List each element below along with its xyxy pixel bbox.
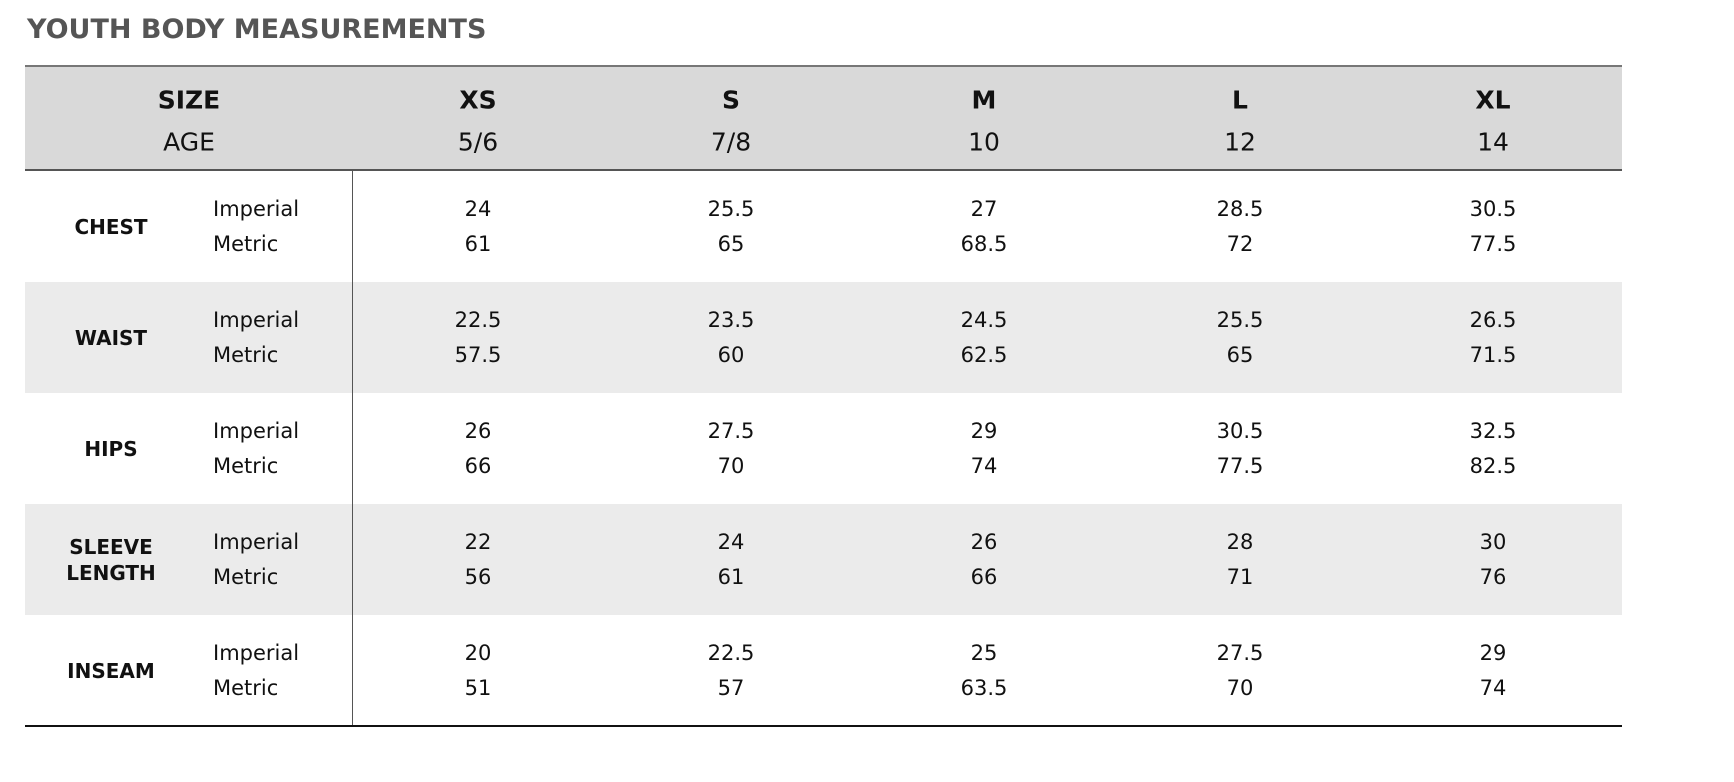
cell: 24.5	[960, 307, 1008, 332]
cell: 24	[717, 529, 745, 554]
cell: 32.5	[1469, 418, 1517, 443]
cell: 22	[464, 529, 492, 554]
cell: 22.5	[707, 640, 755, 665]
row-label: INSEAM	[67, 658, 155, 683]
unit-label: Metric	[213, 564, 279, 589]
cell: 71	[1226, 564, 1254, 589]
cell: 22.5	[454, 307, 502, 332]
cell: 25.5	[1216, 307, 1264, 332]
cell: 25.5	[707, 196, 755, 221]
age-label: AGE	[163, 127, 215, 157]
size: XL	[1475, 85, 1511, 115]
size: XS	[459, 85, 497, 115]
cell: 27	[970, 196, 998, 221]
row-label: CHEST	[74, 214, 148, 239]
cell: 27.5	[1216, 640, 1264, 665]
cell: 51	[464, 675, 492, 700]
size: L	[1232, 85, 1248, 115]
cell: 62.5	[960, 342, 1008, 367]
cell: 28	[1226, 529, 1254, 554]
cell: 76	[1479, 564, 1507, 589]
cell: 71.5	[1469, 342, 1517, 367]
unit-label: Metric	[213, 675, 279, 700]
unit-label: Imperial	[213, 196, 300, 221]
header-band	[25, 65, 1622, 171]
row-label: SLEEVE LENGTH	[66, 534, 156, 585]
unit-label: Imperial	[213, 418, 300, 443]
cell: 61	[464, 231, 492, 256]
size-label: SIZE	[157, 85, 221, 115]
cell: 57	[717, 675, 745, 700]
size: M	[971, 85, 997, 115]
cell: 72	[1226, 231, 1254, 256]
age: 7/8	[710, 127, 752, 157]
cell: 65	[1226, 342, 1254, 367]
cell: 68.5	[960, 231, 1008, 256]
cell: 25	[970, 640, 998, 665]
cell: 30.5	[1216, 418, 1264, 443]
cell: 77.5	[1216, 453, 1264, 478]
row-band	[25, 504, 1622, 615]
cell: 60	[717, 342, 745, 367]
cell: 26	[464, 418, 492, 443]
row-label: HIPS	[84, 436, 138, 461]
cell: 70	[1226, 675, 1254, 700]
title: YOUTH BODY MEASUREMENTS	[27, 14, 487, 45]
age: 14	[1477, 127, 1509, 157]
age: 10	[968, 127, 1000, 157]
age: 12	[1224, 127, 1256, 157]
cell: 74	[1479, 675, 1507, 700]
cell: 63.5	[960, 675, 1008, 700]
row-label: WAIST	[74, 325, 148, 350]
cell: 56	[464, 564, 492, 589]
cell: 70	[717, 453, 745, 478]
unit-label: Imperial	[213, 529, 300, 554]
unit-label: Metric	[213, 453, 279, 478]
cell: 66	[464, 453, 492, 478]
unit-label: Imperial	[213, 307, 300, 332]
cell: 29	[1479, 640, 1507, 665]
cell: 30	[1479, 529, 1507, 554]
cell: 26.5	[1469, 307, 1517, 332]
bottom-rule	[25, 725, 1622, 727]
age: 5/6	[457, 127, 499, 157]
cell: 29	[970, 418, 998, 443]
size: S	[721, 85, 741, 115]
cell: 20	[464, 640, 492, 665]
cell: 65	[717, 231, 745, 256]
cell: 23.5	[707, 307, 755, 332]
cell: 30.5	[1469, 196, 1517, 221]
cell: 74	[970, 453, 998, 478]
row-band	[25, 282, 1622, 393]
cell: 26	[970, 529, 998, 554]
column-divider	[352, 171, 353, 726]
cell: 82.5	[1469, 453, 1517, 478]
unit-label: Imperial	[213, 640, 300, 665]
cell: 28.5	[1216, 196, 1264, 221]
unit-label: Metric	[213, 342, 279, 367]
cell: 61	[717, 564, 745, 589]
unit-label: Metric	[213, 231, 279, 256]
cell: 57.5	[454, 342, 502, 367]
cell: 66	[970, 564, 998, 589]
cell: 24	[464, 196, 492, 221]
cell: 77.5	[1469, 231, 1517, 256]
cell: 27.5	[707, 418, 755, 443]
